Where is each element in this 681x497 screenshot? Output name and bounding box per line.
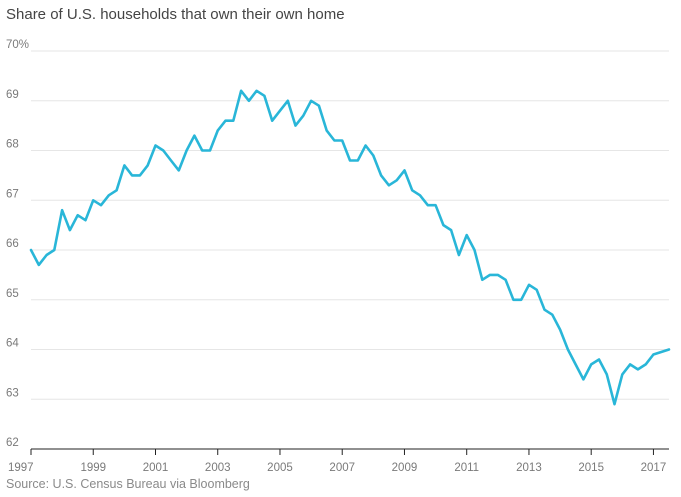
y-tick-label: 70% (6, 39, 29, 51)
x-tick-label: 1997 (8, 462, 34, 474)
chart-source: Source: U.S. Census Bureau via Bloomberg (6, 477, 250, 491)
x-tick-label: 2015 (578, 462, 604, 474)
x-axis-tick-labels: 1997 1999 2001 2003 2005 2007 2009 2011 2013 2015… (8, 462, 666, 474)
x-tick-label: 2013 (516, 462, 542, 474)
y-axis-tick-labels: 62 63 64 65 66 67 68 69 70% (6, 39, 29, 449)
x-tick-label: 2017 (641, 462, 667, 474)
x-tick-label: 2011 (454, 462, 479, 474)
y-tick-label: 67 (6, 188, 19, 200)
y-tick-label: 65 (6, 288, 19, 300)
x-tick-label: 2003 (205, 462, 231, 474)
x-tick-label: 2005 (267, 462, 293, 474)
y-gridlines (31, 50, 669, 400)
x-tick-label: 2007 (329, 462, 355, 474)
x-tick-label: 2001 (143, 462, 169, 474)
chart-title: Share of U.S. households that own their … (6, 6, 345, 23)
x-tick-label: 1999 (80, 462, 106, 474)
series-group (29, 89, 671, 406)
y-tick-label: 66 (6, 238, 19, 250)
series-line (29, 89, 671, 406)
x-tick-label: 2009 (392, 462, 418, 474)
y-tick-label: 63 (6, 387, 19, 399)
x-axis-ticks (30, 449, 654, 455)
y-tick-label: 69 (6, 89, 19, 101)
y-tick-label: 68 (6, 139, 19, 151)
y-tick-label: 64 (6, 338, 19, 350)
y-tick-label: 62 (6, 437, 19, 449)
